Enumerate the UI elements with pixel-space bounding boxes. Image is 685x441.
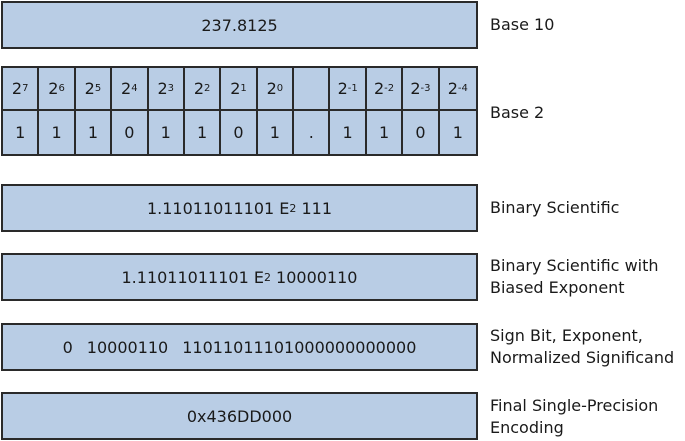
- digit-cell: .: [294, 111, 331, 154]
- power-base: 2: [230, 79, 241, 98]
- mantissa: 1.11011011101: [121, 267, 249, 287]
- label-line: Sign Bit, Exponent,: [490, 326, 643, 345]
- value: 0x436DD000: [186, 406, 293, 426]
- digit-cell: 0: [112, 111, 149, 154]
- power-exp: -3: [420, 83, 431, 94]
- label: Sign Bit, Exponent, Normalized Significan…: [490, 325, 674, 369]
- exponent: 10000110: [86, 337, 169, 357]
- power-exp: -1: [347, 83, 358, 94]
- exponent: 10000110: [276, 267, 358, 287]
- power-exp: 1: [240, 83, 247, 94]
- digit-cell: 1: [258, 111, 295, 154]
- e: E: [279, 198, 290, 218]
- label: Base 10: [490, 14, 554, 36]
- digit-cell: 1: [39, 111, 76, 154]
- power-base: 2: [266, 79, 277, 98]
- power-exp: 0: [276, 83, 284, 94]
- digit-cell: 1: [149, 111, 185, 154]
- fields-box: 0 10000110 11011011101000000000000: [1, 323, 478, 371]
- power-exp: 2: [204, 83, 211, 94]
- label-line: Final Single-Precision: [490, 396, 659, 415]
- label-line: Base 2: [490, 103, 545, 122]
- power-exp: -2: [384, 83, 395, 94]
- power-exp: 4: [131, 83, 138, 94]
- power-base: 2: [48, 79, 59, 98]
- sign: 0: [62, 337, 73, 357]
- label: Binary Scientific with Biased Exponent: [490, 255, 659, 299]
- encoding-box: 0x436DD000: [1, 392, 478, 440]
- base2-table: 2 7 2 6 2 5 2 4 2 3 2 2 2 1 2 0 2 -1 2 -2 2 -3 2 -4 1 1 1 0 1 1 0 1. 1 1 0…: [1, 66, 478, 156]
- label: Binary Scientific: [490, 197, 619, 219]
- label-line: Binary Scientific with: [490, 256, 659, 275]
- sub: 2: [263, 270, 271, 284]
- power-cell: 2 -1: [330, 68, 367, 111]
- digit-cell: 1: [452, 123, 463, 142]
- power-base: 2: [447, 79, 458, 98]
- label: Final Single-Precision Encoding: [490, 395, 658, 439]
- label-line: Encoding: [490, 418, 564, 437]
- power-cell: 2 -4: [439, 68, 476, 111]
- power-cell: 2 -3: [403, 68, 440, 111]
- digit-cell: 0: [221, 111, 258, 154]
- label-line: Base 10: [490, 15, 555, 34]
- power-exp: 7: [22, 83, 29, 94]
- power-cell: [294, 68, 331, 111]
- value: 237.8125: [201, 15, 278, 35]
- power-base: 2: [11, 79, 23, 98]
- digit-cell: 0: [403, 111, 440, 154]
- digit-cell: 1: [367, 111, 404, 154]
- e: E: [253, 267, 264, 287]
- digit-cell: 1: [76, 111, 113, 154]
- power-base: 2: [84, 79, 95, 98]
- power-exp: 6: [58, 83, 65, 94]
- digit-cell: 1: [330, 111, 367, 154]
- power-base: 2: [373, 79, 385, 98]
- significand: 11011011101000000000000: [182, 337, 417, 357]
- sub: 2: [289, 201, 297, 215]
- base10-box: 237.8125: [1, 1, 478, 49]
- power-base: 2: [193, 79, 205, 98]
- label-line: Biased Exponent: [490, 278, 625, 297]
- digit-cell: 1: [185, 111, 222, 154]
- power-cell: 2 -2: [366, 68, 404, 111]
- mantissa: 1.11011011101: [146, 198, 275, 218]
- label: Base 2: [490, 102, 544, 124]
- power-base: 2: [337, 79, 348, 98]
- power-base: 2: [121, 79, 132, 98]
- exponent: 111: [301, 198, 333, 218]
- label-line: Binary Scientific: [490, 198, 620, 217]
- power-exp: 3: [167, 83, 174, 94]
- power-base: 2: [410, 79, 421, 98]
- digit-cell: 1: [3, 111, 40, 154]
- power-exp: 5: [94, 83, 102, 94]
- power-exp: -4: [457, 83, 468, 94]
- power-base: 2: [157, 79, 168, 98]
- label-line: Normalized Significand: [490, 348, 675, 367]
